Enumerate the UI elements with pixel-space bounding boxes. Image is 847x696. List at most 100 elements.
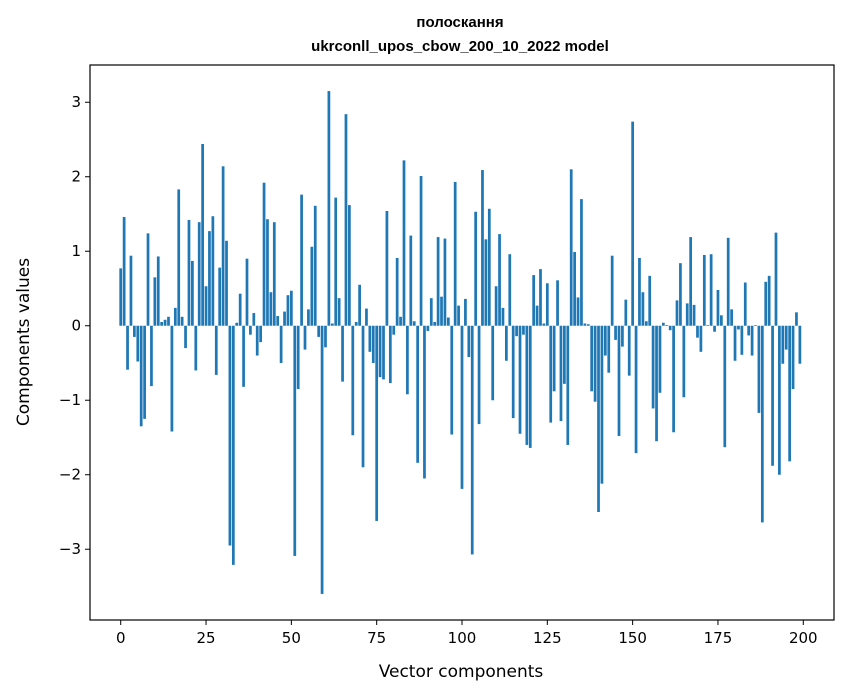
bar-21 <box>191 260 194 326</box>
bar-121 <box>532 275 536 326</box>
bar-176 <box>720 315 723 326</box>
bar-50 <box>289 290 293 326</box>
bar-69 <box>354 322 358 326</box>
bar-132 <box>569 169 573 326</box>
bar-144 <box>610 255 614 326</box>
bar-23 <box>197 222 201 326</box>
y-tick-label: −3 <box>59 540 81 558</box>
bar-96 <box>446 317 450 326</box>
bar-4 <box>133 325 136 337</box>
bar-143 <box>607 325 611 373</box>
bar-72 <box>365 308 368 326</box>
bar-186 <box>754 324 757 326</box>
bar-134 <box>576 297 580 326</box>
bar-193 <box>778 325 781 475</box>
bar-174 <box>713 325 716 332</box>
bar-2 <box>126 325 129 370</box>
bar-116 <box>515 325 518 337</box>
bar-183 <box>743 282 747 326</box>
bar-63 <box>334 197 338 326</box>
bar-152 <box>638 257 641 326</box>
bar-192 <box>774 232 778 326</box>
bar-10 <box>153 277 157 326</box>
bar-58 <box>317 325 321 337</box>
bar-80 <box>392 325 396 335</box>
bar-100 <box>460 325 464 489</box>
bar-114 <box>508 254 512 326</box>
bar-158 <box>658 325 662 393</box>
bar-169 <box>696 325 699 338</box>
bar-1 <box>122 216 126 326</box>
bar-175 <box>716 289 720 326</box>
bar-146 <box>617 325 621 436</box>
bar-26 <box>208 231 211 326</box>
y-tick-label: 0 <box>71 317 81 335</box>
bar-81 <box>395 257 399 326</box>
bar-76 <box>378 325 382 378</box>
bar-75 <box>375 325 379 521</box>
bar-42 <box>262 182 266 326</box>
bar-140 <box>597 325 600 512</box>
bar-199 <box>798 325 802 364</box>
bar-3 <box>129 255 133 326</box>
x-tick-label: 125 <box>533 629 562 647</box>
bar-64 <box>337 298 341 326</box>
bar-47 <box>279 325 283 363</box>
bar-36 <box>242 325 245 387</box>
bar-188 <box>760 325 764 523</box>
bar-45 <box>272 222 276 326</box>
bar-33 <box>231 325 235 565</box>
bar-34 <box>235 322 239 326</box>
x-axis-label: Vector components <box>379 662 544 682</box>
bar-90 <box>426 325 430 331</box>
bar-5 <box>136 325 140 362</box>
bar-170 <box>699 325 703 352</box>
bar-110 <box>494 286 498 326</box>
y-axis-ticks: −3 −2 −1 0 1 2 3 <box>59 93 90 558</box>
bar-19 <box>184 325 187 349</box>
bar-179 <box>730 309 733 326</box>
bar-123 <box>539 269 542 326</box>
bar-25 <box>204 286 208 326</box>
bar-82 <box>399 316 402 326</box>
bar-73 <box>368 325 372 352</box>
bar-130 <box>563 325 566 384</box>
bar-15 <box>170 325 174 432</box>
bar-104 <box>474 211 478 326</box>
bar-117 <box>518 325 522 434</box>
bar-119 <box>525 325 529 445</box>
bar-38 <box>249 325 252 335</box>
bar-198 <box>795 312 798 326</box>
bar-89 <box>423 325 426 479</box>
bar-195 <box>784 325 788 350</box>
bar-168 <box>692 304 696 326</box>
bar-9 <box>150 325 153 387</box>
bar-83 <box>402 160 406 326</box>
bar-122 <box>535 305 539 326</box>
bar-37 <box>245 258 249 326</box>
bar-49 <box>286 295 290 326</box>
bar-156 <box>651 325 655 409</box>
bar-66 <box>344 114 348 326</box>
bar-0 <box>119 268 123 326</box>
bar-139 <box>593 325 597 402</box>
bar-171 <box>702 254 706 326</box>
bar-126 <box>549 325 553 423</box>
y-tick-label: −1 <box>59 391 81 409</box>
bar-6 <box>139 325 143 427</box>
bar-30 <box>221 166 225 326</box>
bar-177 <box>723 325 727 448</box>
x-tick-label: 100 <box>448 629 477 647</box>
y-tick-label: −2 <box>59 466 81 484</box>
bar-35 <box>238 293 242 326</box>
bar-40 <box>255 325 259 356</box>
bar-97 <box>450 325 454 435</box>
bar-124 <box>542 323 546 326</box>
bar-163 <box>675 300 679 326</box>
bar-43 <box>266 219 269 326</box>
bar-74 <box>371 325 375 363</box>
bar-162 <box>672 325 675 433</box>
bar-17 <box>177 189 181 326</box>
bar-131 <box>566 325 570 445</box>
bar-53 <box>300 194 303 326</box>
